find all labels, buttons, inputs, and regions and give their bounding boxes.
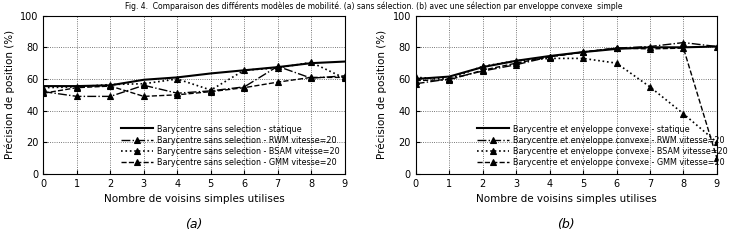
Barycentre sans selection - RWM vitesse=20 bbox=[206, 89, 215, 92]
Barycentre et enveloppe convexe - BSAM vitesse=20 bbox=[679, 112, 688, 115]
Barycentre sans selection - BSAM vitesse=20 bbox=[240, 69, 249, 72]
Text: (a): (a) bbox=[186, 218, 203, 231]
Barycentre et enveloppe convexe - statique bbox=[545, 54, 554, 58]
Barycentre et enveloppe convexe - GMM vitesse=20 bbox=[679, 46, 688, 50]
Barycentre et enveloppe convexe - GMM vitesse=20 bbox=[445, 78, 454, 81]
Barycentre sans selection - RWM vitesse=20 bbox=[273, 65, 282, 68]
Barycentre sans selection - statique bbox=[340, 60, 349, 63]
Barycentre et enveloppe convexe - GMM vitesse=20 bbox=[612, 46, 621, 50]
Barycentre et enveloppe convexe - BSAM vitesse=20 bbox=[478, 65, 487, 68]
Barycentre sans selection - GMM vitesse=20 bbox=[173, 93, 182, 96]
Barycentre sans selection - RWM vitesse=20 bbox=[39, 90, 48, 93]
Barycentre et enveloppe convexe - statique bbox=[411, 78, 420, 80]
Barycentre sans selection - statique bbox=[73, 84, 82, 87]
Barycentre et enveloppe convexe - GMM vitesse=20 bbox=[545, 55, 554, 58]
Text: Fig. 4.  Comparaison des différents modèles de mobilité. (a) sans sélection. (b): Fig. 4. Comparaison des différents modèl… bbox=[125, 1, 623, 11]
Barycentre et enveloppe convexe - BSAM vitesse=20 bbox=[545, 57, 554, 60]
Line: Barycentre sans selection - statique: Barycentre sans selection - statique bbox=[43, 62, 345, 86]
Barycentre et enveloppe convexe - RWM vitesse=20 bbox=[478, 70, 487, 72]
Barycentre sans selection - BSAM vitesse=20 bbox=[39, 86, 48, 89]
Barycentre sans selection - GMM vitesse=20 bbox=[273, 81, 282, 84]
Line: Barycentre et enveloppe convexe - statique: Barycentre et enveloppe convexe - statiq… bbox=[416, 46, 717, 79]
Barycentre sans selection - GMM vitesse=20 bbox=[307, 76, 316, 79]
Barycentre et enveloppe convexe - RWM vitesse=20 bbox=[679, 41, 688, 44]
Barycentre et enveloppe convexe - RWM vitesse=20 bbox=[545, 55, 554, 58]
Barycentre sans selection - BSAM vitesse=20 bbox=[106, 83, 115, 86]
Barycentre sans selection - GMM vitesse=20 bbox=[106, 84, 115, 87]
Barycentre et enveloppe convexe - BSAM vitesse=20 bbox=[646, 86, 654, 88]
Barycentre et enveloppe convexe - RWM vitesse=20 bbox=[445, 78, 454, 80]
Legend: Barycentre et enveloppe convexe - statique, Barycentre et enveloppe convexe - RW: Barycentre et enveloppe convexe - statiq… bbox=[476, 123, 729, 168]
Barycentre et enveloppe convexe - RWM vitesse=20 bbox=[712, 45, 721, 48]
Barycentre et enveloppe convexe - BSAM vitesse=20 bbox=[512, 59, 521, 62]
Y-axis label: Précision de position (%): Précision de position (%) bbox=[376, 30, 387, 159]
Barycentre sans selection - BSAM vitesse=20 bbox=[73, 86, 82, 88]
Barycentre et enveloppe convexe - GMM vitesse=20 bbox=[712, 156, 721, 160]
Barycentre sans selection - GMM vitesse=20 bbox=[139, 95, 148, 98]
Barycentre et enveloppe convexe - BSAM vitesse=20 bbox=[712, 141, 721, 144]
Barycentre sans selection - BSAM vitesse=20 bbox=[307, 61, 316, 64]
Barycentre et enveloppe convexe - GMM vitesse=20 bbox=[411, 79, 420, 82]
Text: (b): (b) bbox=[557, 218, 575, 231]
Barycentre sans selection - BSAM vitesse=20 bbox=[340, 77, 349, 80]
Barycentre sans selection - GMM vitesse=20 bbox=[39, 92, 48, 95]
Barycentre sans selection - RWM vitesse=20 bbox=[307, 77, 316, 80]
Line: Barycentre sans selection - BSAM vitesse=20: Barycentre sans selection - BSAM vitesse… bbox=[40, 60, 347, 93]
Barycentre et enveloppe convexe - BSAM vitesse=20 bbox=[578, 57, 587, 60]
Barycentre et enveloppe convexe - statique bbox=[445, 75, 454, 78]
Barycentre sans selection - statique bbox=[273, 66, 282, 68]
Barycentre sans selection - RWM vitesse=20 bbox=[240, 86, 249, 88]
Barycentre sans selection - RWM vitesse=20 bbox=[106, 95, 115, 98]
Line: Barycentre et enveloppe convexe - GMM vitesse=20: Barycentre et enveloppe convexe - GMM vi… bbox=[413, 45, 720, 161]
Barycentre et enveloppe convexe - statique bbox=[712, 45, 721, 48]
Barycentre et enveloppe convexe - GMM vitesse=20 bbox=[478, 69, 487, 72]
Barycentre et enveloppe convexe - statique bbox=[478, 66, 487, 68]
Barycentre et enveloppe convexe - statique bbox=[679, 46, 688, 49]
X-axis label: Nombre de voisins simples utilises: Nombre de voisins simples utilises bbox=[104, 194, 284, 204]
Line: Barycentre et enveloppe convexe - RWM vitesse=20: Barycentre et enveloppe convexe - RWM vi… bbox=[413, 40, 720, 86]
Barycentre et enveloppe convexe - BSAM vitesse=20 bbox=[411, 76, 420, 79]
Barycentre et enveloppe convexe - RWM vitesse=20 bbox=[411, 82, 420, 85]
Line: Barycentre et enveloppe convexe - BSAM vitesse=20: Barycentre et enveloppe convexe - BSAM v… bbox=[413, 56, 720, 145]
Barycentre sans selection - statique bbox=[139, 78, 148, 81]
Y-axis label: Précision de position (%): Précision de position (%) bbox=[4, 30, 15, 159]
Barycentre et enveloppe convexe - RWM vitesse=20 bbox=[646, 45, 654, 48]
X-axis label: Nombre de voisins simples utilises: Nombre de voisins simples utilises bbox=[476, 194, 657, 204]
Barycentre et enveloppe convexe - statique bbox=[578, 50, 587, 53]
Barycentre sans selection - RWM vitesse=20 bbox=[139, 84, 148, 87]
Barycentre et enveloppe convexe - statique bbox=[512, 59, 521, 62]
Barycentre sans selection - statique bbox=[206, 72, 215, 75]
Barycentre sans selection - RWM vitesse=20 bbox=[173, 92, 182, 95]
Barycentre sans selection - statique bbox=[39, 84, 48, 87]
Line: Barycentre sans selection - RWM vitesse=20: Barycentre sans selection - RWM vitesse=… bbox=[40, 64, 347, 99]
Legend: Barycentre sans selection - statique, Barycentre sans selection - RWM vitesse=20: Barycentre sans selection - statique, Ba… bbox=[119, 123, 341, 168]
Barycentre et enveloppe convexe - RWM vitesse=20 bbox=[578, 50, 587, 53]
Barycentre sans selection - statique bbox=[240, 69, 249, 72]
Barycentre et enveloppe convexe - GMM vitesse=20 bbox=[578, 50, 587, 53]
Barycentre et enveloppe convexe - RWM vitesse=20 bbox=[512, 63, 521, 66]
Barycentre sans selection - statique bbox=[173, 76, 182, 79]
Barycentre sans selection - GMM vitesse=20 bbox=[240, 86, 249, 89]
Barycentre sans selection - GMM vitesse=20 bbox=[340, 76, 349, 79]
Barycentre sans selection - statique bbox=[307, 62, 316, 65]
Barycentre et enveloppe convexe - GMM vitesse=20 bbox=[512, 62, 521, 65]
Barycentre sans selection - BSAM vitesse=20 bbox=[273, 66, 282, 70]
Barycentre sans selection - GMM vitesse=20 bbox=[73, 86, 82, 89]
Barycentre et enveloppe convexe - BSAM vitesse=20 bbox=[445, 78, 454, 80]
Barycentre et enveloppe convexe - statique bbox=[612, 48, 621, 50]
Barycentre sans selection - GMM vitesse=20 bbox=[206, 90, 215, 93]
Barycentre sans selection - RWM vitesse=20 bbox=[340, 74, 349, 77]
Barycentre et enveloppe convexe - statique bbox=[646, 46, 654, 49]
Barycentre et enveloppe convexe - BSAM vitesse=20 bbox=[612, 62, 621, 65]
Barycentre sans selection - BSAM vitesse=20 bbox=[173, 78, 182, 80]
Barycentre sans selection - statique bbox=[106, 84, 115, 87]
Barycentre sans selection - BSAM vitesse=20 bbox=[139, 82, 148, 85]
Barycentre et enveloppe convexe - GMM vitesse=20 bbox=[646, 48, 654, 50]
Barycentre sans selection - RWM vitesse=20 bbox=[73, 95, 82, 98]
Line: Barycentre sans selection - GMM vitesse=20: Barycentre sans selection - GMM vitesse=… bbox=[40, 74, 347, 99]
Barycentre et enveloppe convexe - RWM vitesse=20 bbox=[612, 46, 621, 50]
Barycentre sans selection - BSAM vitesse=20 bbox=[206, 88, 215, 92]
